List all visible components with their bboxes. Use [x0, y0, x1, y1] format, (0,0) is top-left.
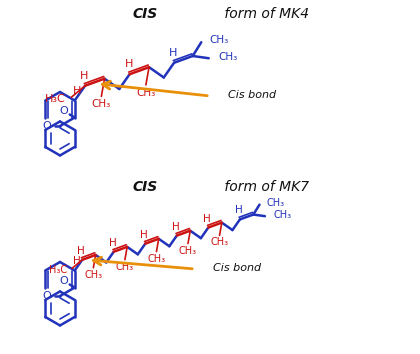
Text: O: O	[59, 276, 68, 286]
Text: CH₃: CH₃	[116, 262, 134, 272]
Text: H: H	[73, 256, 81, 266]
Text: H: H	[169, 48, 177, 58]
Text: Cis bond: Cis bond	[228, 90, 276, 100]
Text: O: O	[42, 291, 51, 301]
Text: Cis bond: Cis bond	[213, 263, 261, 273]
Text: H: H	[203, 213, 211, 223]
Text: H: H	[109, 238, 117, 248]
Text: CH₃: CH₃	[136, 88, 155, 98]
Text: CIS: CIS	[132, 7, 158, 21]
Text: CIS: CIS	[132, 180, 158, 194]
Text: H: H	[73, 86, 81, 96]
Text: CH₃: CH₃	[209, 35, 228, 45]
Text: H₃C: H₃C	[45, 94, 65, 104]
Text: CH₃: CH₃	[219, 52, 238, 62]
Text: CH₃: CH₃	[147, 253, 165, 264]
Text: O: O	[59, 107, 68, 116]
Text: CH₃: CH₃	[210, 238, 228, 247]
Text: H₃C: H₃C	[49, 265, 67, 275]
Text: form of MK7: form of MK7	[220, 180, 309, 194]
Text: CH₃: CH₃	[274, 210, 292, 220]
Text: H: H	[140, 230, 148, 240]
Text: CH₃: CH₃	[267, 198, 285, 208]
Text: H: H	[124, 59, 133, 69]
Text: O: O	[42, 121, 51, 131]
Text: CH₃: CH₃	[84, 270, 102, 280]
Text: H: H	[80, 71, 88, 81]
Text: H: H	[235, 205, 243, 216]
Text: H: H	[77, 246, 85, 256]
Text: form of MK4: form of MK4	[220, 7, 309, 21]
Text: H: H	[172, 222, 180, 232]
Text: CH₃: CH₃	[92, 99, 111, 109]
Text: CH₃: CH₃	[179, 246, 197, 256]
